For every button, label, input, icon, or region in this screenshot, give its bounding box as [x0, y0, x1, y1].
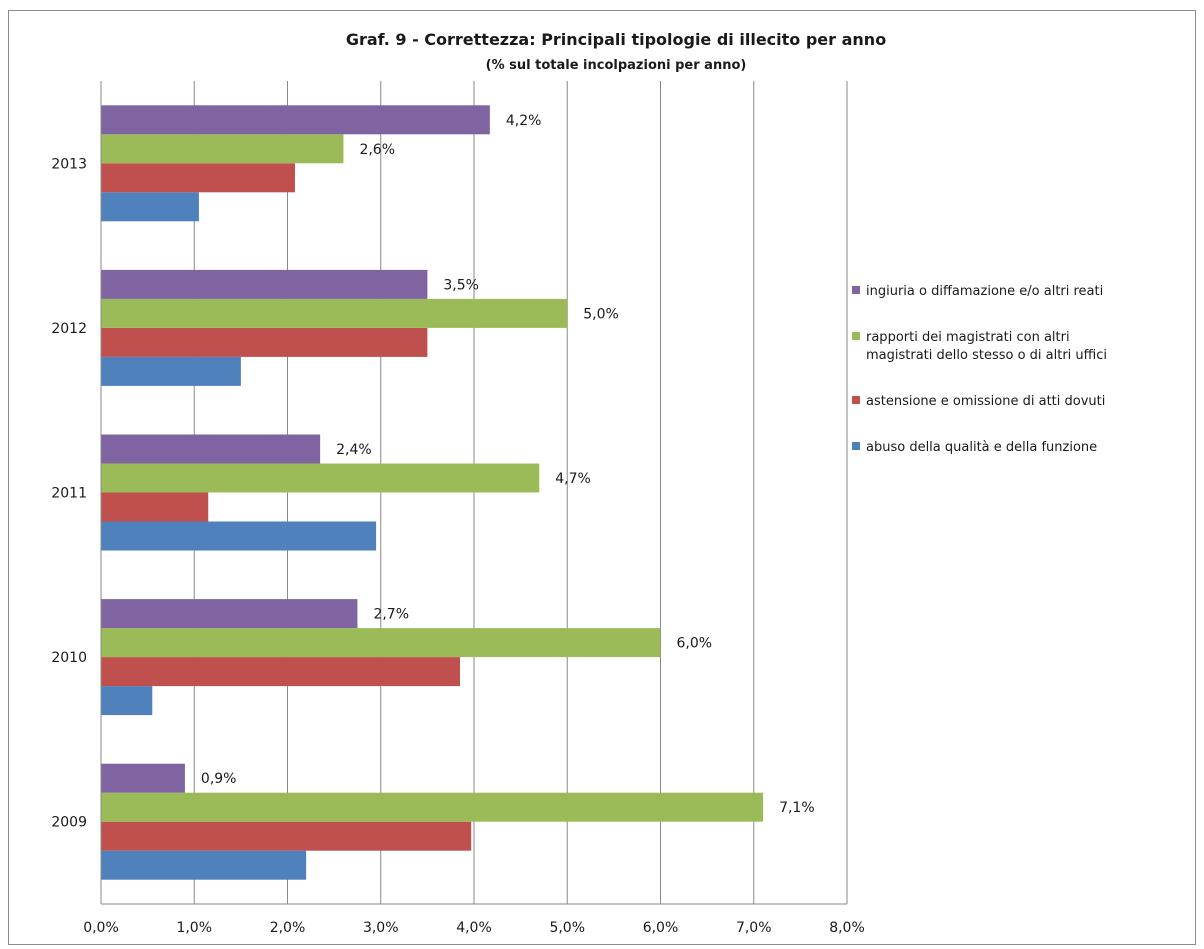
bar — [101, 657, 461, 687]
legend-label: magistrati dello stesso o di altri uffic… — [866, 348, 1107, 363]
legend-label: rapporti dei magistrati con altri — [866, 330, 1070, 345]
bar — [101, 792, 764, 822]
legend-label: abuso della qualità e della funzione — [866, 440, 1097, 455]
labels-layer: 7,1% 0,9% 6,0% 2,7% 4,7% 2,4% 5,0% 3,5% 2,6% 4,2% — [201, 113, 815, 816]
x-tick-label: 2,0% — [270, 920, 306, 936]
bar — [101, 850, 307, 880]
data-label: 2,6% — [359, 142, 395, 158]
bars-layer — [101, 105, 764, 880]
legend: ingiuria o diffamazione e/o altri reati r… — [852, 284, 1107, 455]
x-tick-label: 4,0% — [456, 920, 492, 936]
bar — [101, 298, 568, 328]
data-label: 3,5% — [443, 277, 479, 293]
y-tick-label: 2013 — [51, 156, 87, 172]
bar — [101, 327, 428, 357]
legend-swatch — [852, 442, 860, 450]
chart-subtitle: (% sul totale incolpazioni per anno) — [486, 58, 747, 73]
y-tick-label: 2012 — [51, 321, 87, 337]
x-tick-label: 6,0% — [643, 920, 679, 936]
data-label: 0,9% — [201, 771, 237, 787]
data-label: 4,2% — [506, 113, 542, 129]
bar — [101, 763, 185, 793]
legend-label: ingiuria o diffamazione e/o altri reati — [866, 284, 1103, 299]
legend-swatch — [852, 396, 860, 404]
x-tick-label: 5,0% — [549, 920, 585, 936]
bar — [101, 599, 358, 629]
bar — [101, 521, 377, 551]
data-label: 2,4% — [336, 442, 372, 458]
y-tick-label: 2011 — [51, 486, 87, 502]
bar — [101, 686, 153, 716]
bar — [101, 163, 295, 193]
bar — [101, 105, 490, 135]
bar — [101, 434, 321, 464]
x-tick-label: 0,0% — [83, 920, 119, 936]
bar — [101, 463, 540, 493]
data-label: 7,1% — [779, 800, 815, 816]
bar — [101, 356, 241, 386]
chart-svg: Graf. 9 - Correttezza: Principali tipolo… — [51, 30, 1107, 936]
chart-frame: Graf. 9 - Correttezza: Principali tipolo… — [8, 10, 1196, 945]
bar — [101, 192, 199, 222]
legend-label: astensione e omissione di atti dovuti — [866, 394, 1105, 409]
x-tick-label: 8,0% — [829, 920, 865, 936]
y-tick-label: 2010 — [51, 650, 87, 666]
y-tick-label: 2009 — [51, 815, 87, 831]
x-tick-label: 1,0% — [176, 920, 212, 936]
data-label: 5,0% — [583, 306, 619, 322]
legend-swatch — [852, 332, 860, 340]
legend-swatch — [852, 286, 860, 294]
bar — [101, 269, 428, 299]
bar — [101, 134, 344, 164]
bar — [101, 628, 661, 658]
bar — [101, 492, 209, 522]
axis-layer: 0,0% 1,0% 2,0% 3,0% 4,0% 5,0% 6,0% 7,0% 8,0% 2009… — [51, 81, 865, 936]
x-tick-label: 7,0% — [736, 920, 772, 936]
data-label: 6,0% — [677, 636, 713, 652]
data-label: 2,7% — [373, 607, 409, 623]
bar — [101, 821, 472, 851]
data-label: 4,7% — [555, 471, 591, 487]
chart-title: Graf. 9 - Correttezza: Principali tipolo… — [346, 30, 886, 49]
x-tick-label: 3,0% — [363, 920, 399, 936]
